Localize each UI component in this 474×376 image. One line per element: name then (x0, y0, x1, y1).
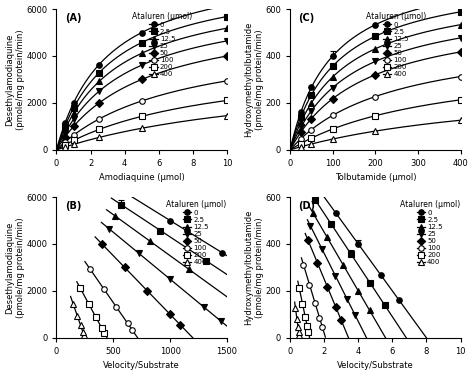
Text: (A): (A) (65, 13, 82, 23)
Y-axis label: Hydroxymethyltolbutamide
(pmole/mg protein/min): Hydroxymethyltolbutamide (pmole/mg prote… (245, 210, 264, 325)
Text: (B): (B) (65, 201, 82, 211)
Legend: 0, 2.5, 12.5, 25, 50, 100, 200, 400: 0, 2.5, 12.5, 25, 50, 100, 200, 400 (132, 11, 193, 78)
X-axis label: Amodiaquine (μmol): Amodiaquine (μmol) (99, 173, 184, 182)
Legend: 0, 2.5, 12.5, 25, 50, 100, 200, 400: 0, 2.5, 12.5, 25, 50, 100, 200, 400 (365, 11, 427, 78)
X-axis label: Velocity/Substrate: Velocity/Substrate (103, 361, 180, 370)
Y-axis label: Desethylamodiaquine
(pmole/mg protein/min): Desethylamodiaquine (pmole/mg protein/mi… (6, 29, 25, 130)
Legend: 0, 2.5, 12.5, 25, 50, 100, 200, 400: 0, 2.5, 12.5, 25, 50, 100, 200, 400 (165, 199, 227, 266)
Y-axis label: Hydroxymethyltolbutamide
(pmole/mg protein/min): Hydroxymethyltolbutamide (pmole/mg prote… (245, 22, 264, 137)
Y-axis label: Desethylamodiaquine
(pmole/mg protein/min): Desethylamodiaquine (pmole/mg protein/mi… (6, 217, 25, 318)
Legend: 0, 2.5, 12.5, 25, 50, 100, 200, 400: 0, 2.5, 12.5, 25, 50, 100, 200, 400 (399, 199, 461, 266)
X-axis label: Velocity/Substrate: Velocity/Substrate (337, 361, 414, 370)
Text: (D): (D) (299, 201, 316, 211)
Text: (C): (C) (299, 13, 315, 23)
X-axis label: Tolbutamide (μmol): Tolbutamide (μmol) (335, 173, 416, 182)
